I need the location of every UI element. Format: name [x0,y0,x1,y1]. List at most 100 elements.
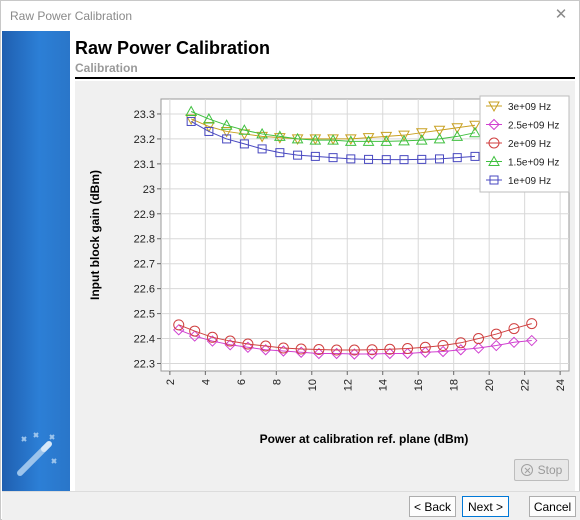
x-tick-label: 6 [236,379,248,385]
y-tick-label: 22.5 [134,309,155,321]
data-point [380,135,393,146]
data-point [189,325,201,337]
data-point [313,344,325,356]
x-tick-label: 20 [484,379,496,391]
data-point [222,134,232,144]
close-icon[interactable]: ✕ [554,6,568,23]
data-point [259,344,272,356]
data-point [451,123,464,134]
data-point [380,131,393,143]
data-point [186,116,196,126]
data-point [295,346,307,358]
stop-icon [520,464,533,476]
window-title: Raw Power Calibration [10,9,133,23]
legend-marker [488,118,500,131]
x-tick-label: 10 [307,379,319,391]
data-point [242,338,254,350]
series-line [190,118,476,140]
data-point [366,344,378,356]
data-point [309,134,322,145]
data-point [348,344,360,356]
y-tick-label: 23 [143,184,155,196]
data-point [185,114,198,125]
x-tick-label: 12 [342,379,354,391]
y-axis-ticks: 22.3 22.4 22.5 22.6 22.7 22.8 22.9 23 23.1 23.2 23… [134,109,161,371]
legend-marker [489,175,499,185]
legend-marker [488,101,500,113]
data-point [330,347,343,360]
data-point [415,128,428,139]
cancel-button[interactable]: Cancel [529,496,576,517]
data-point [384,347,396,360]
data-point [313,347,325,360]
series-line [178,323,532,351]
data-point [470,151,480,161]
y-tick-label: 22.3 [134,359,155,371]
y-tick-label: 22.6 [134,284,155,296]
data-point [328,153,338,163]
x-tick-label: 18 [449,379,461,391]
page-subtitle: Calibration [75,61,138,75]
y-axis-label: Input block gain (dBm) [88,170,102,300]
data-point [490,328,502,340]
data-point [224,335,236,347]
title-bar: Raw Power Calibration ✕ [1,1,579,31]
y-tick-label: 22.9 [134,209,155,221]
data-point [206,335,219,347]
series-group [173,105,538,360]
data-point [508,336,520,349]
data-point [455,337,467,349]
legend-marker [488,137,500,149]
data-point [331,344,343,356]
data-point [204,126,214,136]
data-point [277,342,289,354]
next-button[interactable]: Next > [462,496,509,517]
data-point [310,151,320,161]
data-point [220,126,233,138]
data-point [291,132,304,144]
data-point [344,135,357,146]
series-line [178,329,532,355]
series-1-5e-09-hz [185,105,481,146]
data-point [526,334,538,347]
data-point [185,105,198,116]
x-tick-label: 16 [413,379,425,391]
data-point [344,134,357,145]
x-tick-label: 8 [271,379,283,385]
series-line [190,121,476,161]
data-point [346,154,356,164]
data-point [277,345,290,357]
stop-button-label: Stop [537,463,563,477]
x-tick-label: 2 [165,379,177,385]
data-point [364,154,374,164]
data-point [274,133,286,144]
x-tick-label: 22 [520,379,532,391]
y-tick-label: 23.1 [134,159,155,171]
series-1e-09-hz [186,116,480,165]
wizard-footer: < Back Next > Cancel [2,491,580,520]
data-point [348,348,361,360]
data-point [469,126,481,138]
data-point [362,133,375,144]
data-point [399,155,409,165]
data-point [295,343,307,355]
data-point [362,135,375,146]
data-point [206,331,218,343]
data-point [473,333,485,345]
data-point [275,148,285,158]
data-point [526,318,538,330]
legend-label: 2.5e+09 Hz [508,121,559,132]
back-button[interactable]: < Back [409,496,456,517]
data-point [274,130,286,141]
data-point [490,339,502,352]
data-point [398,130,410,142]
data-point [415,134,428,145]
data-point [455,344,467,356]
data-point [433,125,446,137]
data-point [173,319,185,331]
stop-button[interactable]: Stop [514,459,569,481]
legend-marker [488,155,500,166]
x-tick-label: 24 [555,379,567,391]
page-title: Raw Power Calibration [75,38,271,58]
y-tick-label: 22.4 [134,334,155,346]
